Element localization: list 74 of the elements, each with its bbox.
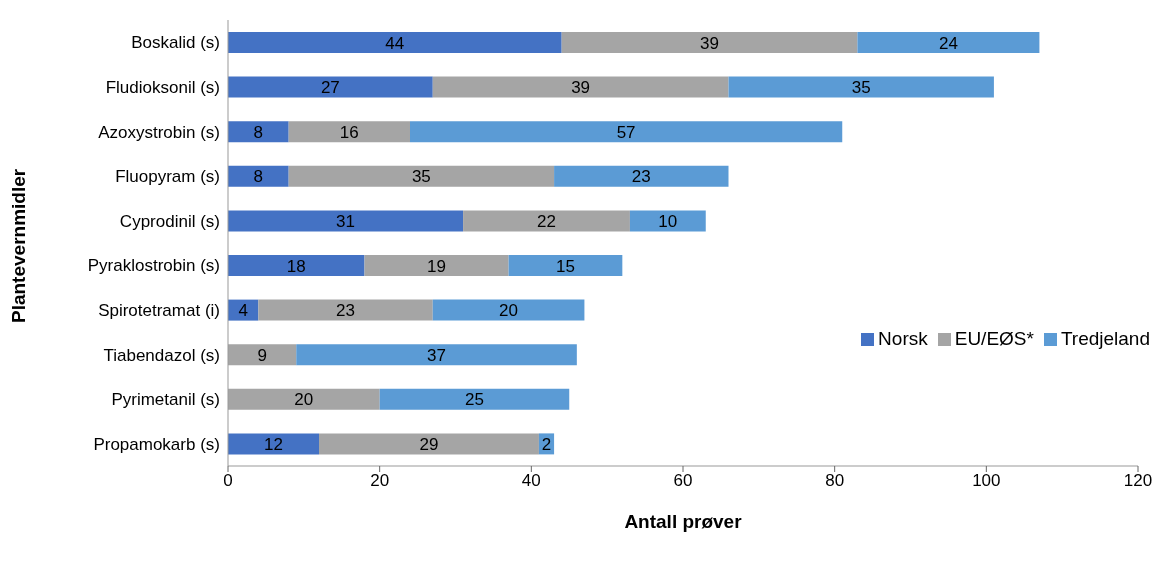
- y-tick-label: Boskalid (s): [131, 33, 220, 53]
- bar: [379, 388, 570, 410]
- legend-label: EU/EØS*: [954, 328, 1034, 349]
- x-tick-label: 60: [673, 471, 693, 491]
- data-label: 18: [286, 256, 306, 276]
- bar: [629, 210, 706, 232]
- y-axis-title: Plantevernmidler: [7, 168, 29, 323]
- data-label: 31: [336, 211, 355, 231]
- y-tick-label: Pyraklostrobin (s): [87, 256, 220, 276]
- data-label: 44: [385, 33, 405, 53]
- x-tick-label: 120: [1123, 471, 1153, 491]
- data-label: 39: [571, 78, 591, 98]
- data-label: 29: [419, 434, 439, 454]
- x-tick-label: 100: [972, 471, 1001, 491]
- x-tick-label: 80: [825, 471, 845, 491]
- data-label: 57: [616, 122, 636, 142]
- bar: [228, 76, 433, 98]
- y-tick-label: Propamokarb (s): [93, 434, 220, 454]
- x-tick-label: 20: [370, 471, 390, 491]
- data-label: 27: [320, 78, 340, 98]
- bar: [288, 165, 555, 187]
- y-tick-label: Pyrimetanil (s): [111, 390, 220, 410]
- data-label: 9: [257, 345, 267, 365]
- x-tick-label: 40: [521, 471, 541, 491]
- bar: [728, 76, 994, 98]
- bar: [228, 32, 562, 53]
- y-tick-label: Tiabendazol (s): [103, 345, 220, 365]
- legend-label: Norsk: [878, 328, 928, 349]
- y-tick-label: Spirotetramat (i): [98, 300, 220, 320]
- bar: [364, 255, 509, 276]
- bar: [258, 299, 433, 321]
- bar: [857, 32, 1040, 53]
- bar: [228, 433, 319, 455]
- bar: [554, 165, 729, 187]
- data-label: 35: [411, 167, 431, 187]
- data-label: 8: [253, 167, 264, 187]
- data-label: 20: [294, 390, 314, 410]
- data-label: 25: [465, 390, 484, 410]
- data-label: 4: [238, 301, 248, 321]
- data-label: 2: [541, 434, 552, 454]
- bar: [228, 165, 289, 187]
- bar: [410, 121, 843, 143]
- bar: [432, 76, 729, 98]
- bar: [288, 121, 410, 143]
- bar: [463, 210, 630, 232]
- data-label: 37: [427, 345, 446, 365]
- data-label: 10: [658, 211, 678, 231]
- bar: [296, 344, 577, 366]
- legend-label: Tredjeland: [1060, 328, 1150, 349]
- data-label: 16: [339, 122, 359, 142]
- data-label: 15: [556, 256, 575, 276]
- data-label: 24: [938, 33, 958, 53]
- data-label: 8: [253, 122, 264, 142]
- x-tick-label: 0: [223, 471, 233, 491]
- y-tick-label: Azoxystrobin (s): [98, 122, 220, 142]
- y-tick-label: Fludioksonil (s): [105, 77, 220, 97]
- x-axis-title: Antall prøver: [624, 511, 743, 532]
- y-tick-label: Cyprodinil (s): [119, 211, 220, 231]
- data-label: 39: [700, 33, 719, 53]
- y-tick-label: Fluopyram (s): [115, 167, 220, 187]
- bar: [508, 255, 623, 276]
- bar: [432, 299, 585, 321]
- data-label: 22: [537, 211, 556, 231]
- bar: [228, 121, 289, 143]
- data-label: 12: [264, 434, 283, 454]
- bar: [319, 433, 539, 455]
- data-label: 20: [499, 301, 519, 321]
- data-label: 23: [631, 167, 651, 187]
- bar: [228, 255, 365, 276]
- bar: [561, 32, 858, 53]
- data-label: 23: [336, 301, 355, 321]
- data-label: 19: [427, 256, 446, 276]
- bar: [228, 210, 464, 232]
- data-label: 35: [851, 78, 871, 98]
